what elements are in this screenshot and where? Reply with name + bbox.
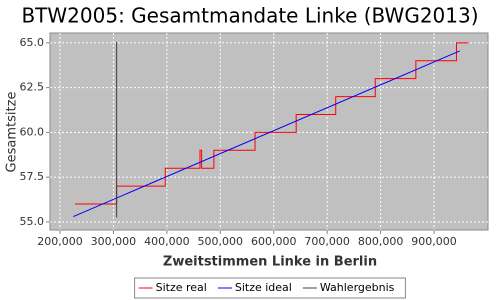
- y-tick-label: 62.5: [20, 81, 45, 94]
- x-tick-label: 600,000: [251, 235, 297, 248]
- y-tick-label: 57.5: [20, 170, 45, 183]
- series-line: [73, 50, 460, 218]
- y-tick-label: 55.0: [20, 215, 45, 228]
- series-line: [74, 42, 469, 205]
- y-axis-label: Gesamtsitze: [5, 92, 20, 173]
- chart-title: BTW2005: Gesamtmandate Linke (BWG2013): [21, 4, 478, 28]
- legend: Sitze real Sitze ideal Wahlergebnis: [134, 277, 406, 299]
- y-tick-label: 65.0: [20, 36, 45, 49]
- x-tick-label: 300,000: [91, 235, 137, 248]
- legend-label: Wahlergebnis: [320, 281, 395, 294]
- legend-label: Sitze ideal: [235, 281, 292, 294]
- plot-area: [49, 32, 489, 231]
- legend-label: Sitze real: [156, 281, 207, 294]
- x-axis-label: Zweitstimmen Linke in Berlin: [163, 255, 377, 270]
- x-tick-label: 800,000: [358, 235, 404, 248]
- x-tick-label: 500,000: [198, 235, 244, 248]
- x-tick-label: 400,000: [144, 235, 190, 248]
- x-tick-label: 200,000: [37, 235, 83, 248]
- legend-box: [134, 277, 406, 299]
- y-tick-label: 60.0: [20, 125, 45, 138]
- x-tick-label: 700,000: [304, 235, 350, 248]
- x-tick-label: 900,000: [411, 235, 457, 248]
